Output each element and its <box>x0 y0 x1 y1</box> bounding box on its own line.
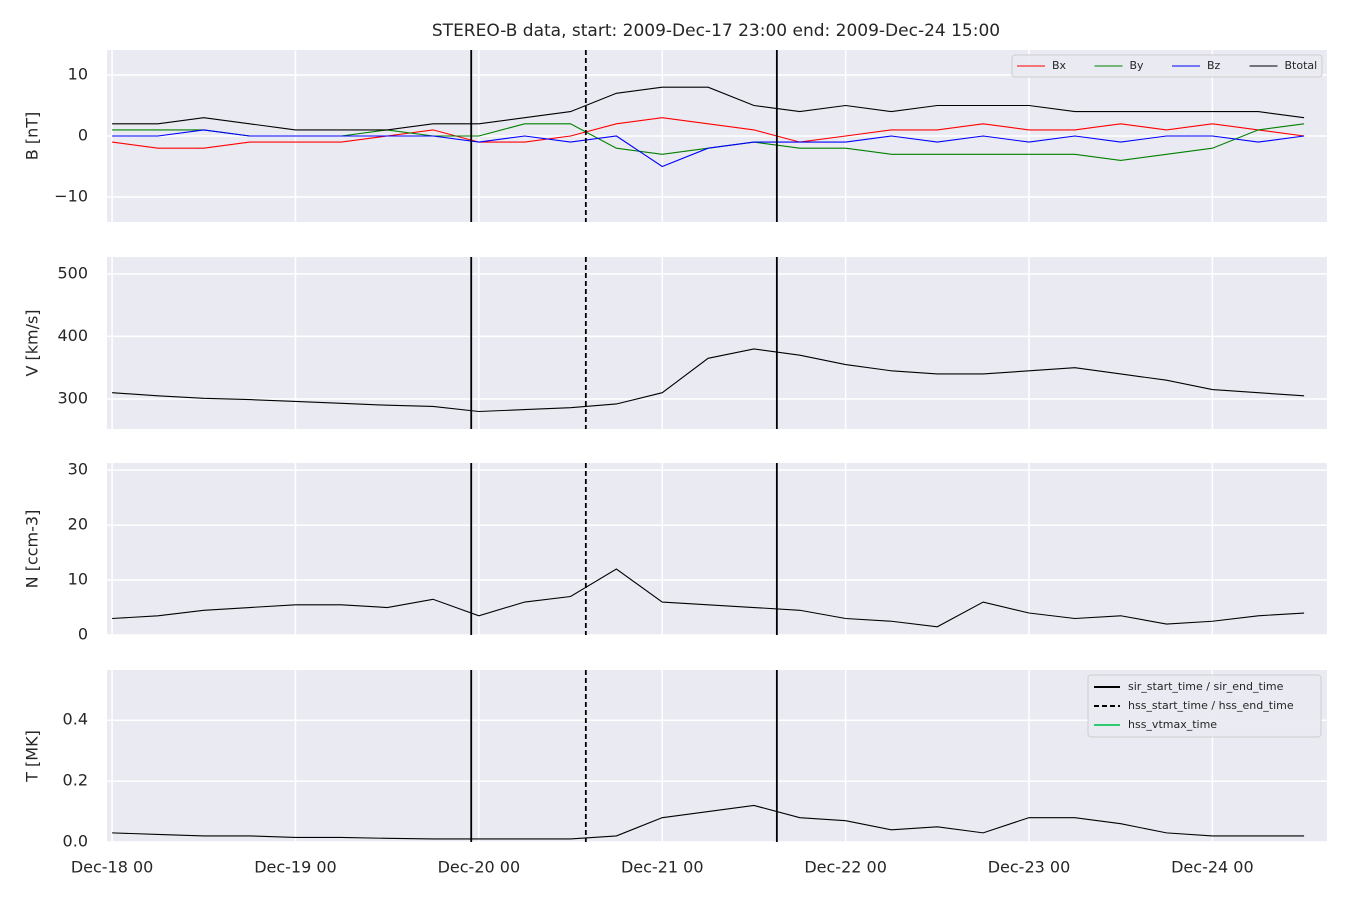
legend-label: sir_start_time / sir_end_time <box>1128 680 1284 693</box>
x-tick-label: Dec-20 00 <box>438 858 521 877</box>
plot-area <box>107 257 1327 429</box>
x-tick-label: Dec-19 00 <box>254 858 337 877</box>
x-tick-label: Dec-23 00 <box>988 858 1071 877</box>
legend-label: hss_vtmax_time <box>1128 718 1217 731</box>
y-tick-label: 30 <box>68 460 88 479</box>
y-tick-label: 0.2 <box>63 771 88 790</box>
x-tick-label: Dec-22 00 <box>804 858 887 877</box>
y-tick-label: 10 <box>68 570 88 589</box>
y-axis-label: T [MK] <box>23 730 42 783</box>
figure-title: STEREO-B data, start: 2009-Dec-17 23:00 … <box>432 21 1000 41</box>
y-axis-label: N [ccm-3] <box>23 510 42 589</box>
y-tick-label: 500 <box>57 263 88 282</box>
y-axis-label: V [km/s] <box>23 309 42 376</box>
legend-box <box>1011 54 1323 78</box>
series-line <box>112 129 1305 168</box>
legend-label: Btotal <box>1285 59 1318 72</box>
y-axis-label: B [nT] <box>23 112 42 160</box>
legend-label: Bx <box>1052 59 1067 72</box>
y-tick-label: 400 <box>57 326 88 345</box>
y-tick-label: 300 <box>57 388 88 407</box>
x-tick-label: Dec-24 00 <box>1171 858 1254 877</box>
y-tick-label: −10 <box>54 186 88 205</box>
y-tick-label: 0.4 <box>63 710 88 729</box>
y-tick-label: 20 <box>68 515 88 534</box>
y-tick-label: 10 <box>68 65 88 84</box>
series-line <box>112 86 1305 131</box>
y-tick-label: 0 <box>78 126 88 145</box>
series-line <box>112 804 1305 840</box>
legend-label: By <box>1130 59 1145 72</box>
legend-box <box>1087 674 1322 738</box>
series-line <box>112 568 1305 628</box>
legend-label: hss_start_time / hss_end_time <box>1128 699 1294 712</box>
y-tick-label: 0.0 <box>63 832 88 851</box>
x-tick-label: Dec-21 00 <box>621 858 704 877</box>
legend-label: Bz <box>1207 59 1221 72</box>
series-line <box>112 348 1305 413</box>
plot-area <box>107 463 1327 635</box>
x-tick-label: Dec-18 00 <box>71 858 154 877</box>
series-line <box>112 117 1305 149</box>
y-tick-label: 0 <box>78 625 88 644</box>
